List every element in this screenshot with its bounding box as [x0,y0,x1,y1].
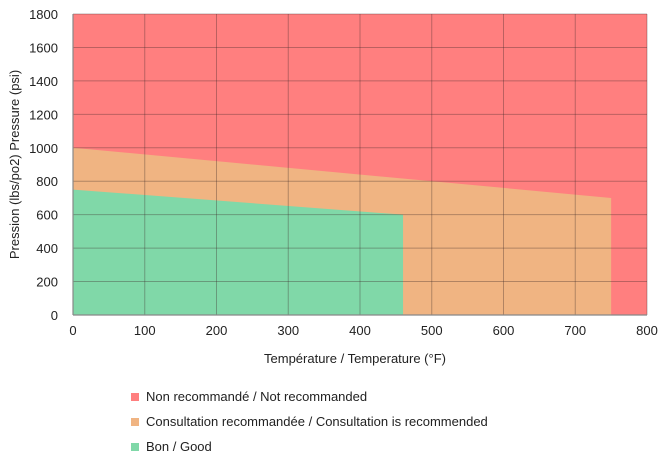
legend-swatch [131,392,139,401]
y-tick-label: 1800 [29,7,58,22]
legend-item-not-recommended: Non recommandé / Not recommanded [131,384,488,409]
x-tick-label: 500 [421,323,443,338]
x-tick-label: 0 [69,323,76,338]
legend-swatch [131,417,139,426]
legend-label: Non recommandé / Not recommanded [146,389,368,404]
y-tick-label: 0 [51,308,58,323]
x-tick-label: 800 [636,323,658,338]
x-tick-label: 400 [349,323,371,338]
y-tick-label: 600 [36,208,58,223]
x-tick-label: 700 [564,323,586,338]
x-tick-label: 600 [493,323,515,338]
chart: 0 100 200 300 400 500 600 700 800 0 200 400 600 800 10… [7,7,658,366]
y-tick-label: 1400 [29,74,58,89]
y-tick-label: 400 [36,241,58,256]
y-tick-label: 800 [36,174,58,189]
y-tick-label: 200 [36,275,58,290]
legend-item-good: Bon / Good [131,434,488,459]
area-series-2 [73,189,404,315]
legend-item-consultation: Consultation recommandée / Consultation … [131,409,488,434]
legend-label: Bon / Good [146,439,212,454]
x-axis-label: Température / Temperature (°F) [264,351,446,366]
legend-label: Consultation recommandée / Consultation … [146,414,488,429]
x-tick-label: 200 [206,323,228,338]
y-tick-label: 1200 [29,107,58,122]
y-tick-label: 1600 [29,40,58,55]
legend: Non recommandé / Not recommanded Consult… [131,384,488,459]
x-tick-label: 300 [277,323,299,338]
y-axis-label: Pression (lbs/po2) Pressure (psi) [7,70,22,259]
y-tick-label: 1000 [29,141,58,156]
legend-swatch [131,442,139,451]
x-tick-label: 100 [134,323,156,338]
